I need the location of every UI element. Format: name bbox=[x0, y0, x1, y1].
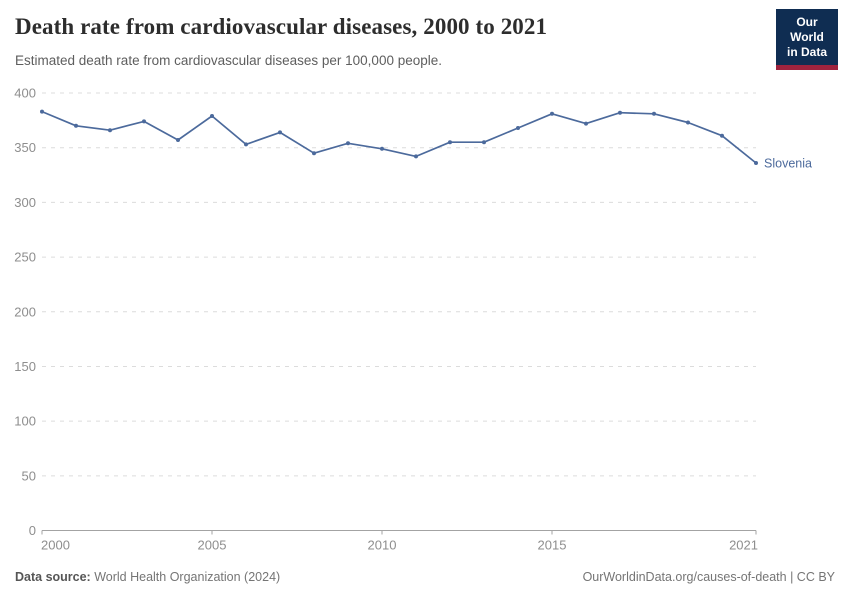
x-tick-label-2010: 2010 bbox=[368, 538, 397, 553]
x-tick-label-2005: 2005 bbox=[198, 538, 227, 553]
owid-logo: Our World in Data bbox=[776, 9, 838, 70]
y-tick-label-50: 50 bbox=[22, 468, 36, 483]
data-source-label: Data source: bbox=[15, 570, 91, 584]
data-point-2007[interactable] bbox=[278, 130, 282, 135]
y-tick-label-100: 100 bbox=[14, 414, 36, 429]
data-point-2014[interactable] bbox=[516, 126, 520, 130]
y-tick-label-0: 0 bbox=[29, 523, 36, 538]
y-tick-label-150: 150 bbox=[14, 359, 36, 374]
data-point-2009[interactable] bbox=[346, 141, 350, 146]
page-title: Death rate from cardiovascular diseases,… bbox=[15, 14, 548, 39]
data-point-2020[interactable] bbox=[720, 133, 724, 138]
data-point-2017[interactable] bbox=[618, 110, 622, 115]
series-line-slovenia[interactable] bbox=[41, 110, 757, 164]
data-point-2008[interactable] bbox=[312, 151, 316, 156]
x-tick-label-2015: 2015 bbox=[538, 538, 567, 553]
data-point-2005[interactable] bbox=[210, 114, 214, 118]
data-point-2010[interactable] bbox=[380, 146, 384, 151]
data-point-2000[interactable] bbox=[40, 109, 44, 114]
y-tick-label-200: 200 bbox=[14, 304, 36, 319]
data-point-2019[interactable] bbox=[686, 120, 690, 125]
x-tick-label-2021: 2021 bbox=[729, 538, 758, 553]
y-tick-label-350: 350 bbox=[14, 140, 36, 155]
data-point-2016[interactable] bbox=[584, 121, 588, 126]
data-point-2006[interactable] bbox=[244, 142, 248, 147]
data-point-2004[interactable] bbox=[176, 138, 180, 142]
data-point-2021[interactable] bbox=[754, 161, 758, 165]
data-point-2003[interactable] bbox=[142, 119, 146, 124]
owid-logo-line1: Our World bbox=[790, 15, 824, 44]
data-point-2018[interactable] bbox=[652, 111, 656, 116]
y-tick-label-250: 250 bbox=[14, 250, 36, 265]
x-tick-label-2000: 2000 bbox=[41, 538, 70, 553]
chart-subtitle: Estimated death rate from cardiovascular… bbox=[15, 53, 442, 68]
credit-link[interactable]: OurWorldinData.org/causes-of-death | CC … bbox=[582, 570, 835, 584]
data-source: Data source: World Health Organization (… bbox=[15, 570, 280, 584]
data-point-2011[interactable] bbox=[414, 154, 418, 159]
series-label-slovenia[interactable]: Slovenia bbox=[764, 157, 812, 171]
data-point-2012[interactable] bbox=[448, 140, 452, 145]
y-tick-label-400: 400 bbox=[14, 86, 36, 101]
data-source-text: World Health Organization (2024) bbox=[90, 570, 281, 584]
owid-logo-line2: in Data bbox=[786, 45, 827, 59]
data-point-2013[interactable] bbox=[482, 140, 486, 145]
y-tick-label-300: 300 bbox=[14, 195, 36, 210]
data-point-2015[interactable] bbox=[550, 111, 554, 116]
data-point-2001[interactable] bbox=[74, 123, 78, 128]
data-point-2002[interactable] bbox=[108, 128, 112, 133]
